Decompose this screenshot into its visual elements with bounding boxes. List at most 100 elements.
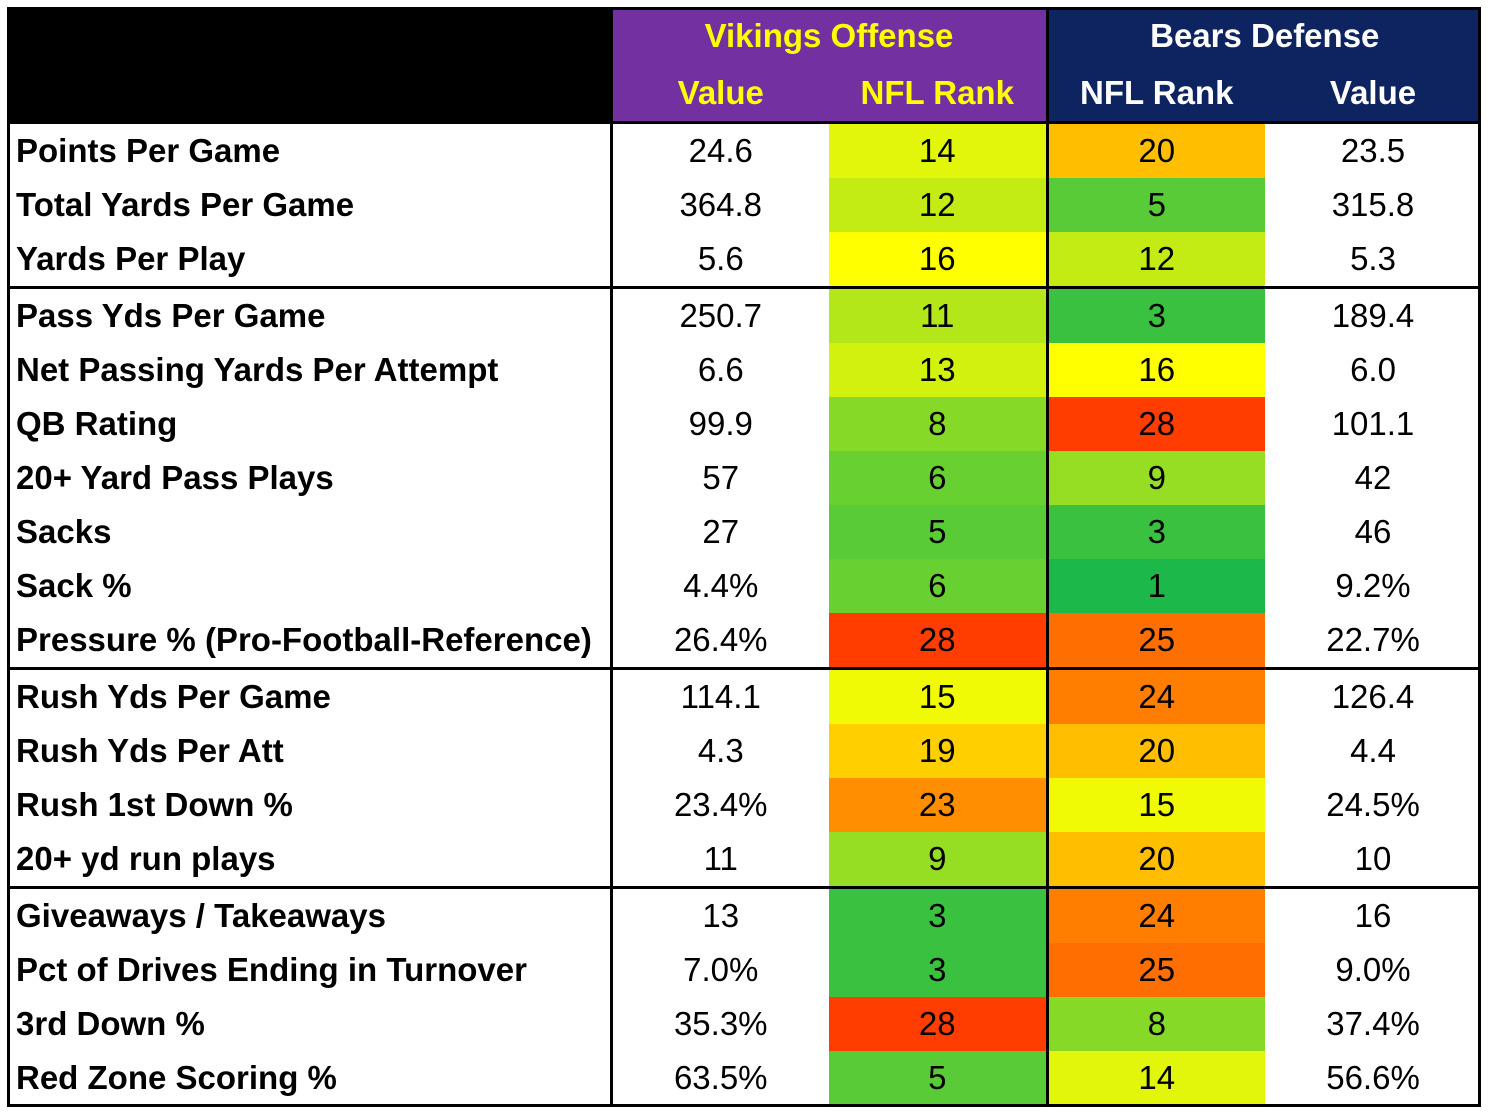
vikings-rank-cell: 3 [829, 886, 1047, 943]
vikings-rank-cell: 6 [829, 559, 1047, 613]
stat-label: Sack % [7, 559, 613, 613]
table-row: Rush Yds Per Att 4.3 19 20 4.4 [7, 724, 1481, 778]
bears-rank-cell: 3 [1045, 505, 1265, 559]
vikings-value-cell: 250.7 [611, 286, 829, 343]
vikings-value-cell: 364.8 [679, 186, 763, 223]
stat-label: Rush Yds Per Att [7, 724, 613, 778]
bears-rank-cell: 16 [1045, 343, 1265, 397]
bears-rank-cell: 5 [1045, 178, 1265, 232]
stat-label: Rush 1st Down % [7, 778, 613, 832]
stat-label: Points Per Game [7, 122, 613, 178]
vikings-rank-cell: 16 [829, 232, 1047, 288]
vikings-value-cell: 4.4% [683, 567, 759, 604]
vikings-value-cell: 114.1 [611, 667, 829, 724]
stat-label: Pct of Drives Ending in Turnover [7, 943, 613, 997]
bears-rank-cell: 24 [1045, 886, 1265, 943]
vikings-rank-cell: 12 [829, 178, 1047, 232]
table-row: 3rd Down % 35.3% 28 8 37.4% [7, 997, 1481, 1051]
table-row: QB Rating 99.9 8 28 101.1 [7, 397, 1481, 451]
vikings-offense-title: Vikings Offense [611, 7, 1047, 65]
bears-value-cell: 22.7% [1326, 621, 1420, 658]
table-row: Points Per Game 24.6 14 20 23.5 [7, 122, 1481, 178]
bears-rank-cell: 3 [1045, 286, 1265, 343]
bears-rank-cell: 9 [1045, 451, 1265, 505]
bears-value-cell: 315.8 [1331, 186, 1415, 223]
bears-value-header: Value [1265, 65, 1482, 124]
vikings-value-cell: 26.4% [673, 621, 768, 658]
bears-rank-cell: 14 [1045, 1051, 1265, 1105]
stat-label: Pressure % (Pro-Football-Reference) [7, 613, 613, 669]
bears-value-cell: 10 [1354, 840, 1392, 877]
stat-label: Red Zone Scoring % [7, 1051, 613, 1105]
bears-value-cell: 6.0 [1350, 351, 1396, 388]
bears-value-cell: 16 [1265, 886, 1482, 943]
stat-label: Total Yards Per Game [7, 178, 613, 232]
table-row: 20+ Yard Pass Plays 57 6 9 42 [7, 451, 1481, 505]
table-row: Pressure % (Pro-Football-Reference) 26.4%… [7, 613, 1481, 669]
bears-rank-cell: 15 [1045, 778, 1265, 832]
vikings-rank-cell: 28 [829, 997, 1047, 1051]
bears-value-cell: 189.4 [1265, 286, 1482, 343]
stat-label: 20+ yd run plays [7, 832, 613, 888]
vikings-value-cell: 6.6 [697, 351, 744, 388]
bears-value-cell: 56.6% [1326, 1059, 1420, 1096]
header-corner-cell [7, 7, 613, 124]
bears-rank-cell: 8 [1045, 997, 1265, 1051]
vikings-value-cell: 27 [702, 513, 740, 550]
bears-value-cell: 101.1 [1331, 405, 1415, 442]
bears-value-cell: 23.5 [1340, 132, 1406, 169]
bears-defense-title: Bears Defense [1045, 7, 1482, 65]
bears-rank-cell: 24 [1045, 667, 1265, 724]
bears-value-cell: 5.3 [1350, 240, 1396, 277]
vikings-value-header: Value [611, 65, 829, 124]
table-row: Rush 1st Down % 23.4% 23 15 24.5% [7, 778, 1481, 832]
table-row: Sacks 27 5 3 46 [7, 505, 1481, 559]
vikings-value-cell: 57 [702, 459, 740, 496]
stat-label: Rush Yds Per Game [7, 667, 613, 724]
stat-label: Net Passing Yards Per Attempt [7, 343, 613, 397]
vikings-rank-header: NFL Rank [829, 65, 1047, 124]
table-row: Sack % 4.4% 6 1 9.2% [7, 559, 1481, 613]
vikings-rank-cell: 13 [829, 343, 1047, 397]
vikings-value-cell: 23.4% [673, 786, 768, 823]
vikings-rank-cell: 28 [829, 613, 1047, 669]
vikings-rank-cell: 5 [829, 505, 1047, 559]
stats-comparison-table: Vikings Offense Bears Defense Value NFL … [7, 7, 1482, 1105]
stat-label: 3rd Down % [7, 997, 613, 1051]
bears-rank-cell: 28 [1045, 397, 1265, 451]
bears-rank-cell: 20 [1045, 122, 1265, 178]
table-row: Giveaways / Takeaways 13 3 24 16 [7, 886, 1482, 943]
vikings-rank-cell: 11 [829, 286, 1047, 343]
vikings-rank-cell: 15 [829, 667, 1047, 724]
bears-rank-cell: 1 [1045, 559, 1265, 613]
stats-body: Points Per Game 24.6 14 20 23.5 Total Yards P… [7, 122, 1482, 1105]
stat-label: Pass Yds Per Game [7, 286, 613, 343]
header-row-columns: Value NFL Rank NFL Rank Value [7, 65, 1482, 124]
bears-value-cell: 37.4% [1326, 1005, 1420, 1042]
table-row: Total Yards Per Game 364.8 12 5 315.8 [7, 178, 1481, 232]
vikings-value-cell: 5.6 [697, 240, 744, 277]
bears-value-cell: 9.0% [1335, 951, 1411, 988]
vikings-value-cell: 63.5% [673, 1059, 768, 1096]
table-row: Net Passing Yards Per Attempt 6.6 13 16 6.0 [7, 343, 1481, 397]
bears-rank-cell: 20 [1045, 832, 1265, 888]
bears-value-cell: 46 [1354, 513, 1392, 550]
vikings-value-cell: 35.3% [673, 1005, 768, 1042]
bears-value-cell: 24.5% [1326, 786, 1420, 823]
stat-label: 20+ Yard Pass Plays [7, 451, 613, 505]
vikings-rank-cell: 8 [829, 397, 1047, 451]
vikings-rank-cell: 5 [829, 1051, 1047, 1105]
vikings-rank-cell: 9 [829, 832, 1047, 888]
vikings-rank-cell: 6 [829, 451, 1047, 505]
bears-value-cell: 42 [1354, 459, 1392, 496]
vikings-rank-cell: 3 [829, 943, 1047, 997]
stat-label: Sacks [7, 505, 613, 559]
stat-label: Yards Per Play [7, 232, 613, 288]
table-row: Red Zone Scoring % 63.5% 5 14 56.6% [7, 1051, 1481, 1105]
table-row: Pass Yds Per Game 250.7 11 3 189.4 [7, 286, 1482, 343]
vikings-value-cell: 11 [703, 840, 738, 877]
vikings-rank-cell: 14 [829, 122, 1047, 178]
vikings-rank-cell: 19 [829, 724, 1047, 778]
bears-value-cell: 126.4 [1265, 667, 1482, 724]
bears-value-cell: 9.2% [1335, 567, 1411, 604]
